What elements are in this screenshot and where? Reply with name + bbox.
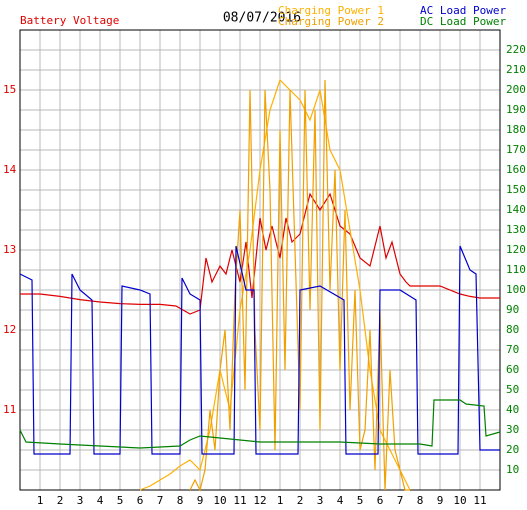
x-tick-label: 8	[417, 494, 424, 507]
y2-tick-label: 170	[506, 143, 526, 156]
y2-tick-label: 190	[506, 103, 526, 116]
chart-title: 08/07/2016	[223, 11, 301, 26]
x-tick-label: 8	[177, 494, 184, 507]
series-line	[20, 192, 500, 315]
series-line	[189, 79, 410, 492]
plot-border	[19, 29, 501, 491]
y2-tick-label: 50	[506, 383, 519, 396]
series-line	[19, 399, 501, 449]
x-tick-label: 11	[233, 494, 246, 507]
y-tick-label: 14	[3, 163, 17, 176]
x-tick-label: 10	[213, 494, 226, 507]
y2-tick-label: 60	[506, 363, 519, 376]
x-tick-label: 6	[137, 494, 144, 507]
y2-tick-label: 150	[506, 183, 526, 196]
x-tick-label: 6	[377, 494, 384, 507]
x-tick-label: 7	[397, 494, 404, 507]
x-tick-label: 1	[37, 494, 44, 507]
x-tick-label: 1	[277, 494, 284, 507]
y-axis-label: Battery Voltage	[20, 14, 119, 27]
y2-tick-label: 90	[506, 303, 519, 316]
x-tick-label: 11	[473, 494, 486, 507]
y2-tick-label: 30	[506, 423, 519, 436]
y2-tick-label: 160	[506, 163, 526, 176]
x-tick-label: 9	[197, 494, 204, 507]
x-tick-label: 9	[437, 494, 444, 507]
legend-label: Charging Power 1	[278, 4, 384, 17]
y2-tick-label: 120	[506, 243, 526, 256]
y2-tick-label: 100	[506, 283, 526, 296]
y-tick-label: 12	[3, 323, 16, 336]
x-tick-label: 5	[357, 494, 364, 507]
y2-tick-label: 220	[506, 43, 526, 56]
y2-tick-label: 140	[506, 203, 526, 216]
y2-tick-label: 130	[506, 223, 526, 236]
y2-tick-label: 80	[506, 323, 519, 336]
x-tick-label: 3	[77, 494, 84, 507]
x-tick-label: 5	[117, 494, 124, 507]
x-tick-label: 2	[297, 494, 304, 507]
legend-label: DC Load Power	[420, 15, 506, 28]
x-tick-label: 4	[337, 494, 344, 507]
x-tick-label: 2	[57, 494, 64, 507]
y2-tick-label: 180	[506, 123, 526, 136]
y2-tick-label: 40	[506, 403, 519, 416]
x-tick-label: 3	[317, 494, 324, 507]
legend-label: AC Load Power	[420, 4, 506, 17]
series-line	[19, 245, 500, 455]
y-tick-label: 11	[3, 403, 16, 416]
y2-tick-label: 20	[506, 443, 519, 456]
y2-tick-label: 70	[506, 343, 519, 356]
y-tick-label: 13	[3, 243, 16, 256]
y-tick-label: 15	[3, 83, 16, 96]
x-tick-label: 10	[453, 494, 466, 507]
y2-tick-label: 210	[506, 63, 526, 76]
series-line	[139, 78, 411, 491]
x-tick-label: 7	[157, 494, 164, 507]
y2-tick-label: 10	[506, 463, 519, 476]
y2-tick-label: 110	[506, 263, 526, 276]
y2-tick-label: 200	[506, 83, 526, 96]
legend-label: Charging Power 2	[278, 15, 384, 28]
x-tick-label: 12	[253, 494, 266, 507]
x-tick-label: 4	[97, 494, 104, 507]
